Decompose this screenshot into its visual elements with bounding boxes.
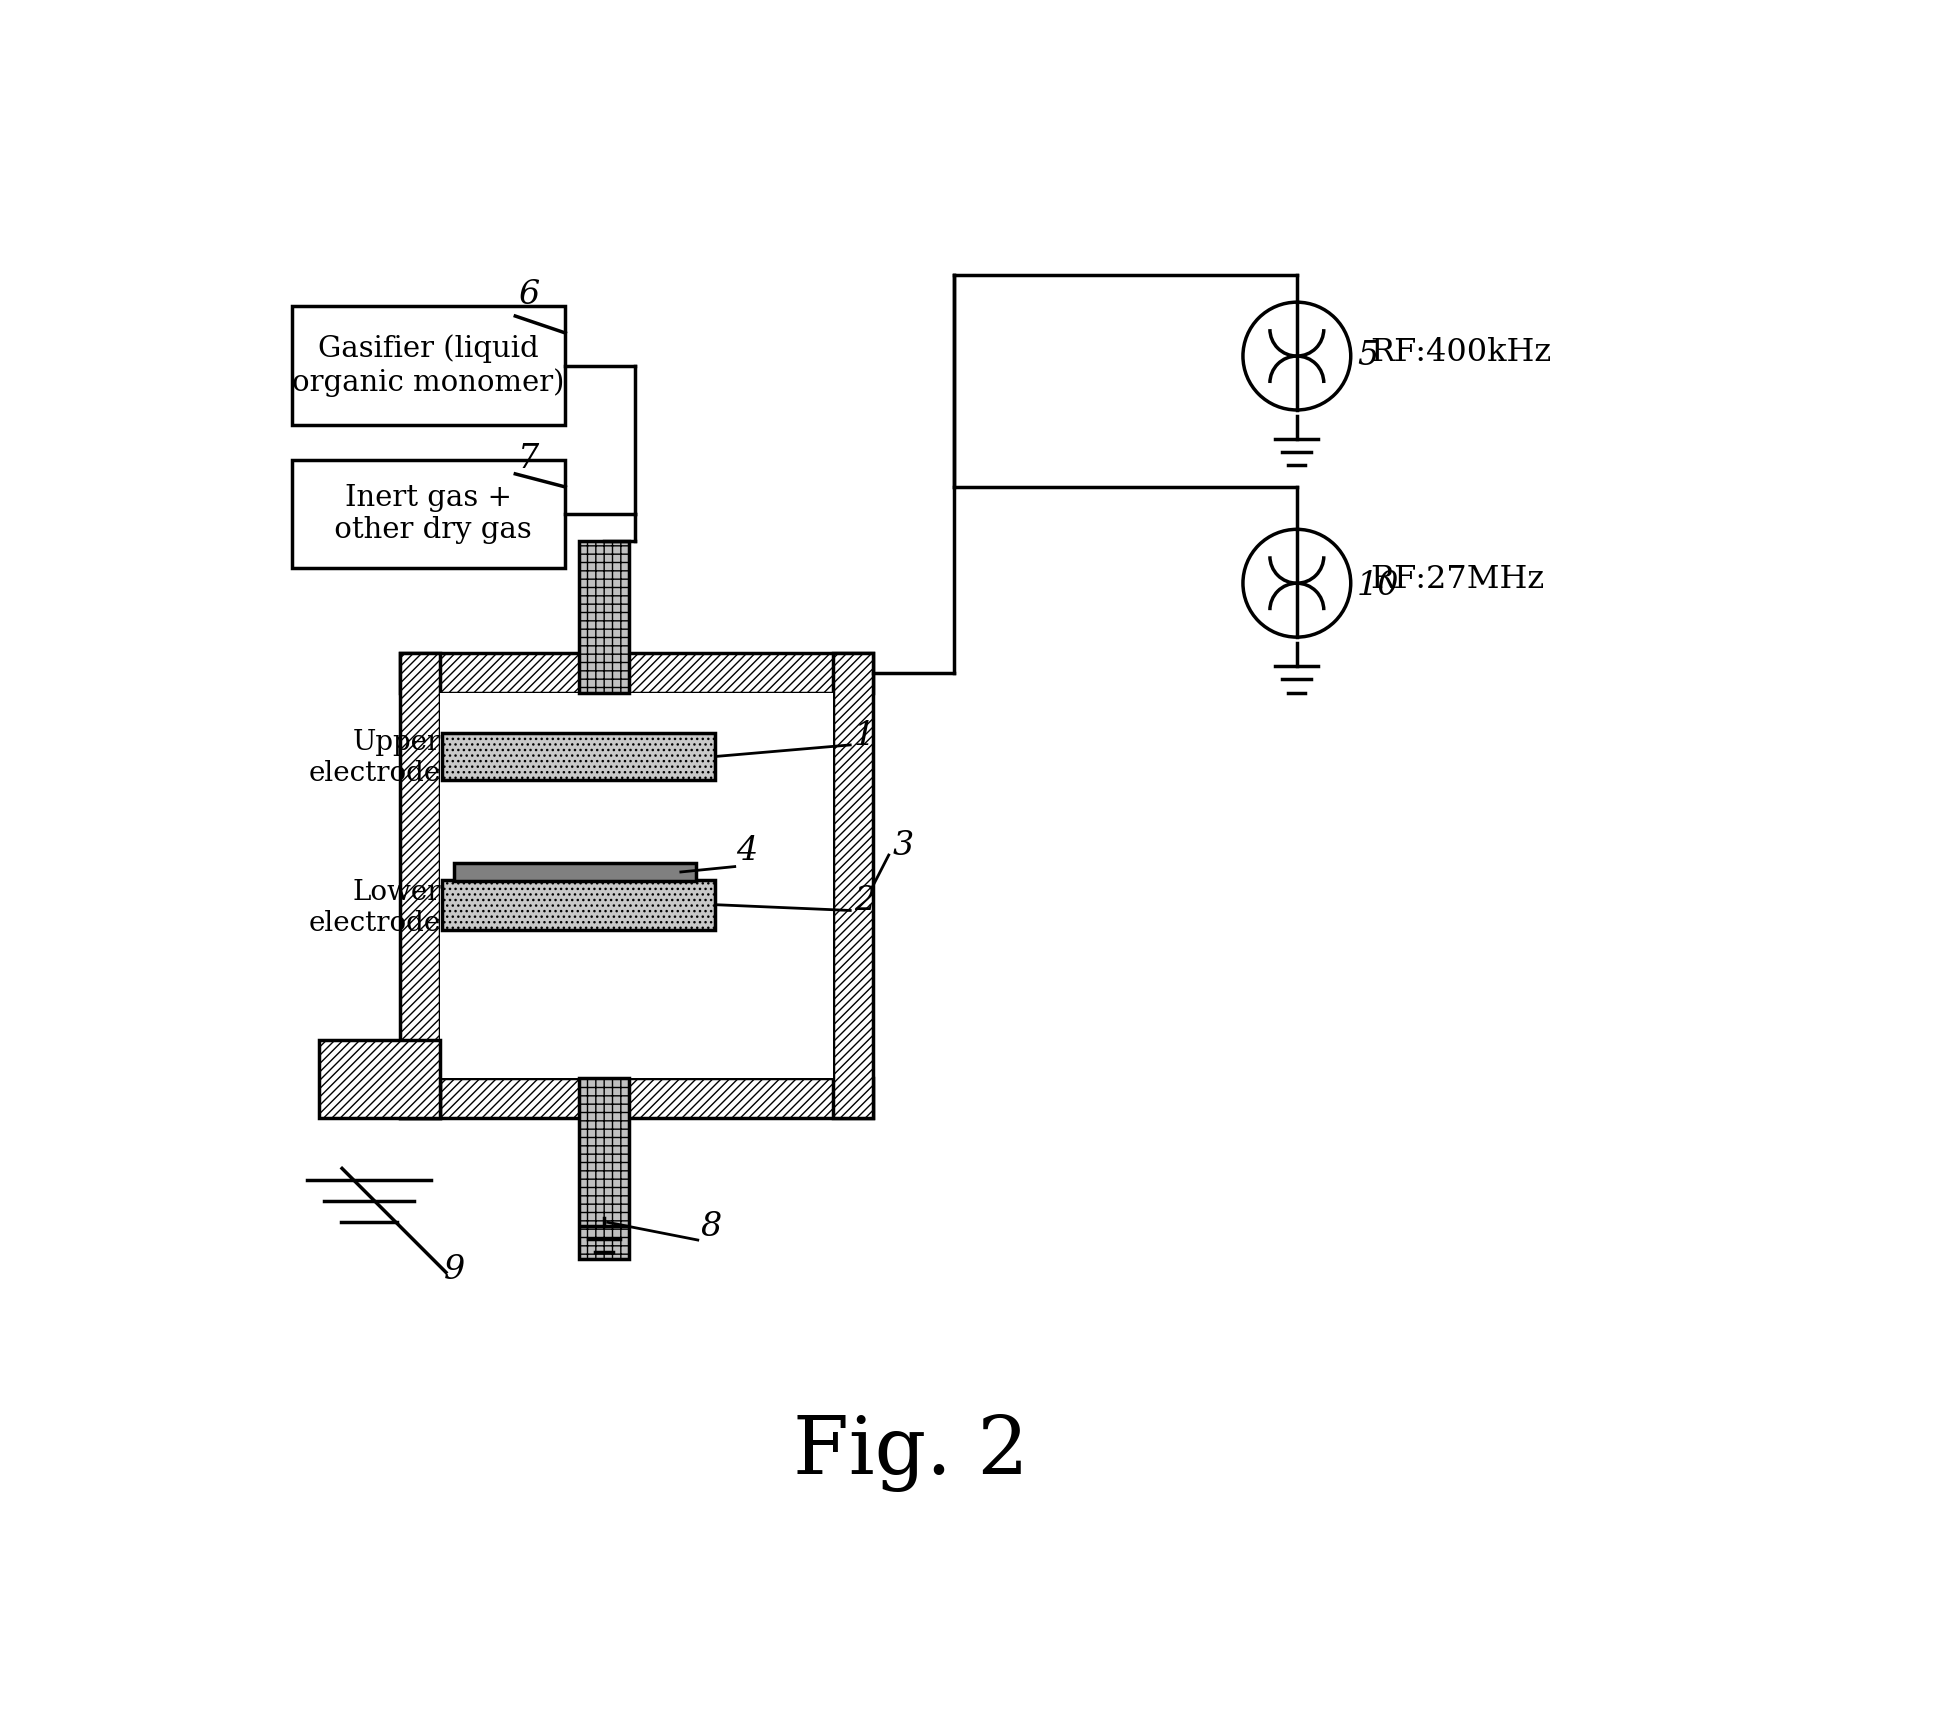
Text: Lower
electrode: Lower electrode [307,879,440,937]
Bar [579,1078,628,1258]
Text: Upper
electrode: Upper electrode [307,729,440,788]
Text: 1: 1 [853,721,875,752]
Text: 7: 7 [517,443,538,475]
Text: Gasifier (liquid
organic monomer): Gasifier (liquid organic monomer) [292,335,564,396]
Text: 2: 2 [853,885,875,918]
Bar [292,305,566,426]
Bar [319,1040,440,1119]
Bar [399,1078,873,1119]
Bar [399,652,873,693]
Bar [454,863,697,882]
Bar [834,652,873,1119]
Bar [440,693,834,1078]
Text: 9: 9 [444,1253,464,1285]
Bar [442,880,714,930]
Text: 8: 8 [701,1211,720,1242]
Text: 10: 10 [1356,570,1399,602]
Bar [579,541,628,693]
Text: 3: 3 [892,831,914,861]
Text: 5: 5 [1356,340,1378,372]
Bar [442,733,714,779]
Text: RF:27MHz: RF:27MHz [1370,565,1544,595]
Bar [399,652,440,1119]
Bar [292,460,566,568]
Text: Fig. 2: Fig. 2 [793,1414,1027,1493]
Text: 6: 6 [517,280,538,312]
Text: Inert gas +
 other dry gas: Inert gas + other dry gas [325,484,532,544]
Text: 4: 4 [736,836,757,867]
Text: RF:400kHz: RF:400kHz [1370,336,1550,367]
